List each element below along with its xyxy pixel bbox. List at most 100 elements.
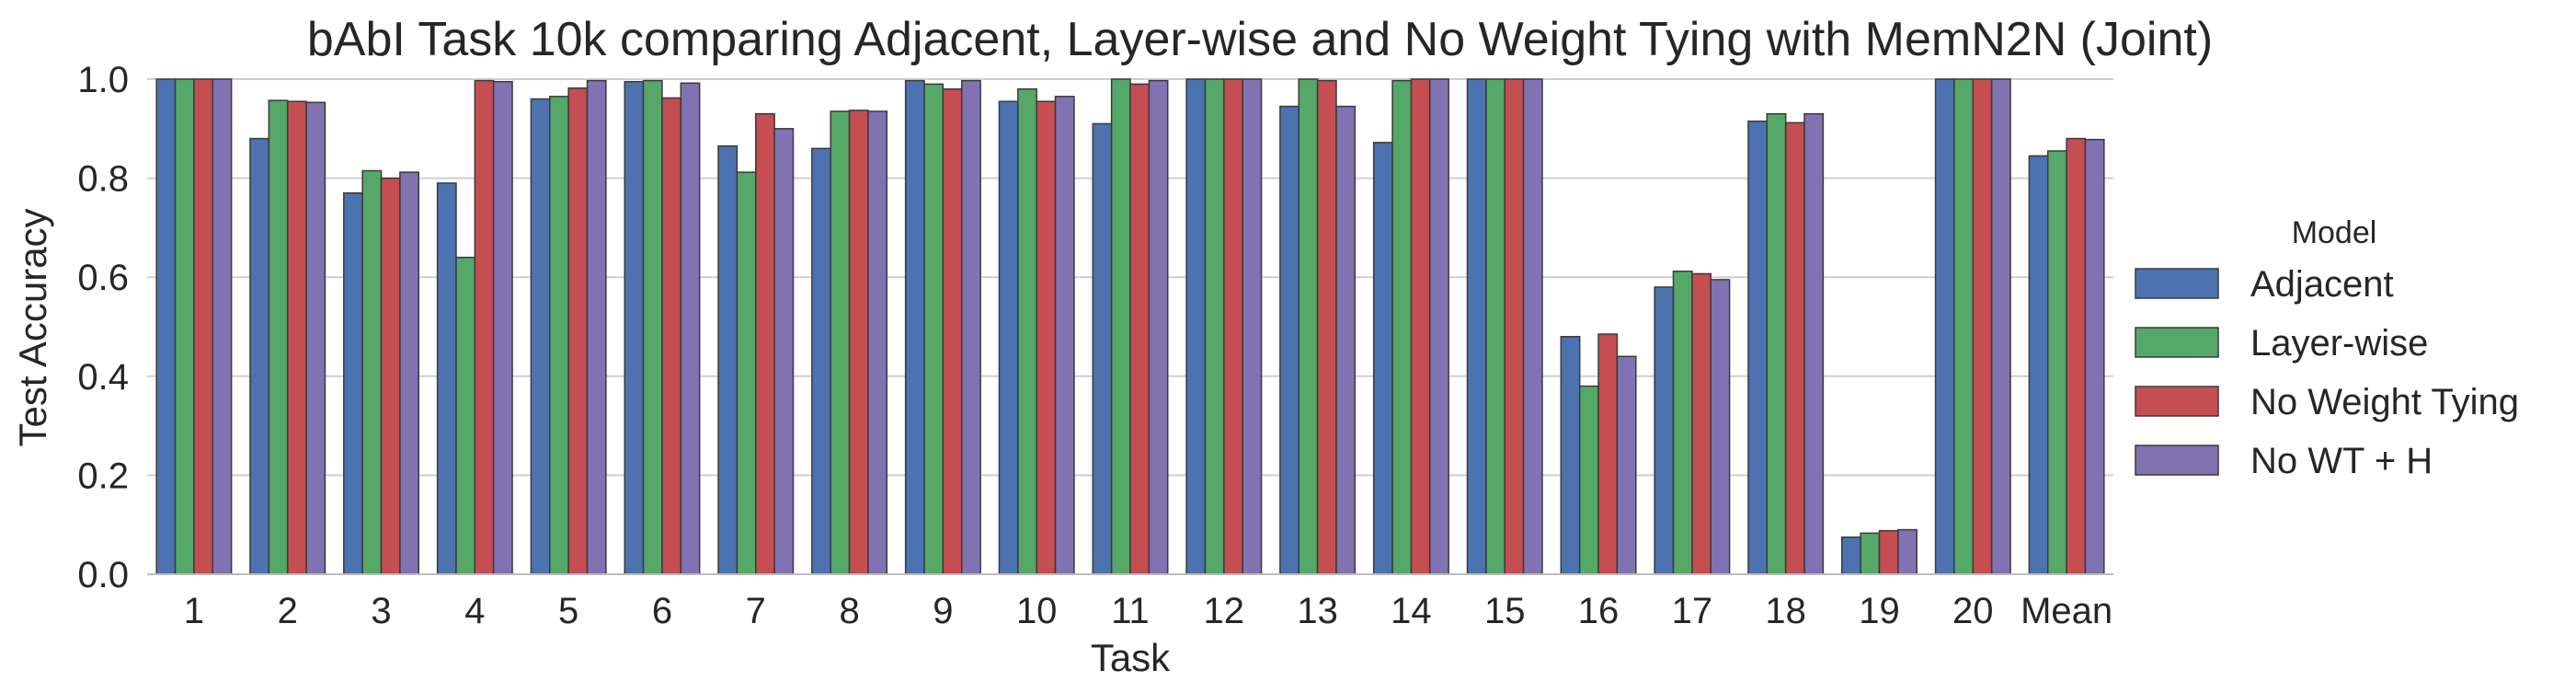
bar-layer-wise-task-14: [1391, 79, 1413, 575]
legend-entry: No WT + H: [2250, 441, 2433, 481]
x-tick-label: 6: [652, 591, 672, 631]
bar-no-wt-h-task-11: [1148, 79, 1169, 575]
x-tick-label: 10: [1016, 591, 1058, 631]
bar-layer-wise-task-13: [1298, 78, 1319, 575]
bar-no-weight-tying-task-16: [1597, 333, 1619, 575]
bar-layer-wise-task-16: [1578, 385, 1599, 575]
bar-layer-wise-task-19: [1860, 532, 1881, 575]
x-tick-label: 20: [1952, 591, 1994, 631]
bar-layer-wise-task-8: [830, 110, 851, 575]
x-tick-label: 8: [839, 591, 859, 631]
bar-adjacent-task-13: [1279, 105, 1300, 575]
x-tick-label: 7: [746, 591, 766, 631]
bar-layer-wise-task-6: [642, 79, 663, 575]
x-tick-label: 15: [1484, 591, 1526, 631]
y-tick-label: 0.0: [77, 555, 129, 595]
bar-no-wt-h-task-9: [960, 79, 981, 575]
bar-no-wt-h-task-16: [1616, 355, 1637, 575]
bar-no-weight-tying-task-2: [286, 100, 307, 575]
bar-adjacent-task-17: [1654, 286, 1675, 575]
x-tick-label: 19: [1859, 591, 1900, 631]
legend: Model Adjacent Layer-wise No Weight Tying N…: [2135, 215, 2519, 481]
x-tick-label: 2: [278, 591, 298, 631]
bar-no-weight-tying-task-6: [661, 97, 682, 575]
bar-adjacent-task-8: [811, 147, 831, 575]
x-tick-labels: 1 2 3 4 5 6 7 8 9 10 11 12 13 14 15 16 17 18 19 20 Mean: [184, 591, 2112, 631]
x-tick-label: 18: [1765, 591, 1806, 631]
x-tick-label: 16: [1578, 591, 1620, 631]
legend-swatch: [2135, 445, 2219, 476]
bar-no-wt-h-task-18: [1803, 112, 1825, 575]
bar-no-weight-tying-task-10: [1036, 100, 1057, 575]
bar-no-wt-h-task-19: [1897, 528, 1918, 575]
x-tick-label: 12: [1204, 591, 1245, 631]
bar-layer-wise-task-mean: [2046, 150, 2067, 575]
bar-no-wt-h-task-3: [399, 171, 419, 575]
bar-layer-wise-task-20: [1953, 78, 1975, 575]
bar-layer-wise-task-15: [1485, 78, 1506, 575]
x-tick-label: 5: [558, 591, 578, 631]
bar-no-weight-tying-task-1: [193, 78, 214, 575]
bar-no-weight-tying-task-20: [1972, 78, 1993, 575]
x-tick-label: 9: [933, 591, 953, 631]
bar-no-weight-tying-task-15: [1504, 78, 1525, 575]
bar-adjacent-task-9: [904, 79, 925, 575]
bar-layer-wise-task-11: [1110, 78, 1131, 575]
bar-adjacent-task-10: [998, 100, 1019, 575]
x-tick-label: Mean: [2021, 591, 2112, 631]
bar-no-weight-tying-task-19: [1878, 529, 1899, 575]
bar-adjacent-task-5: [530, 98, 551, 575]
bars: [155, 78, 2105, 575]
bar-adjacent-task-3: [343, 191, 363, 575]
bar-adjacent-task-11: [1092, 122, 1113, 575]
bar-adjacent-task-6: [624, 80, 645, 575]
bar-no-wt-h-task-6: [680, 82, 701, 575]
bar-layer-wise-task-18: [1766, 112, 1787, 575]
bar-adjacent-task-19: [1841, 536, 1861, 575]
x-tick-label: 14: [1391, 591, 1432, 631]
bar-no-weight-tying-task-11: [1129, 83, 1151, 575]
y-tick-label: 0.8: [77, 159, 129, 200]
x-tick-label: 13: [1297, 591, 1338, 631]
x-tick-label: 1: [184, 591, 204, 631]
bar-layer-wise-task-5: [549, 96, 569, 575]
bar-adjacent-task-14: [1372, 142, 1393, 575]
bar-adjacent-task-1: [155, 78, 177, 575]
bar-layer-wise-task-10: [1017, 88, 1037, 575]
bar-no-weight-tying-task-18: [1784, 121, 1805, 575]
bar-no-weight-tying-task-9: [942, 88, 963, 575]
bar-no-wt-h-task-17: [1710, 279, 1731, 575]
y-tick-label: 1.0: [77, 60, 129, 100]
bar-no-weight-tying-task-13: [1316, 79, 1337, 575]
y-tick-labels: 0.0 0.2 0.4 0.6 0.8 1.0: [77, 60, 129, 595]
bar-no-wt-h-task-8: [867, 110, 888, 575]
y-tick-label: 0.6: [77, 258, 129, 298]
x-tick-label: 17: [1672, 591, 1713, 631]
bar-adjacent-task-mean: [2028, 155, 2049, 575]
bar-layer-wise-task-2: [268, 99, 289, 575]
bar-adjacent-task-16: [1560, 336, 1581, 575]
bar-no-wt-h-task-15: [1522, 78, 1543, 575]
bar-adjacent-task-7: [717, 144, 738, 575]
x-tick-label: 4: [464, 591, 485, 631]
y-tick-label: 0.4: [77, 357, 129, 398]
bar-no-wt-h-task-5: [586, 79, 607, 575]
bar-layer-wise-task-4: [455, 256, 476, 575]
bar-no-wt-h-task-13: [1335, 105, 1357, 575]
bar-adjacent-task-4: [436, 182, 457, 575]
bar-no-wt-h-task-2: [305, 101, 326, 575]
x-tick-label: 3: [371, 591, 391, 631]
bar-no-weight-tying-task-12: [1223, 78, 1243, 575]
bar-no-weight-tying-task-5: [567, 87, 589, 575]
bar-no-wt-h-task-1: [212, 78, 233, 575]
bar-no-weight-tying-task-8: [848, 110, 869, 575]
legend-swatch: [2135, 327, 2219, 358]
legend-entry: Adjacent: [2250, 264, 2394, 305]
bar-layer-wise-task-12: [1204, 78, 1225, 575]
legend-entry: No Weight Tying: [2250, 382, 2519, 422]
legend-swatch: [2135, 268, 2219, 299]
bar-no-weight-tying-task-14: [1410, 78, 1431, 575]
bar-no-weight-tying-task-4: [474, 79, 495, 575]
legend-title: Model: [2292, 215, 2377, 250]
